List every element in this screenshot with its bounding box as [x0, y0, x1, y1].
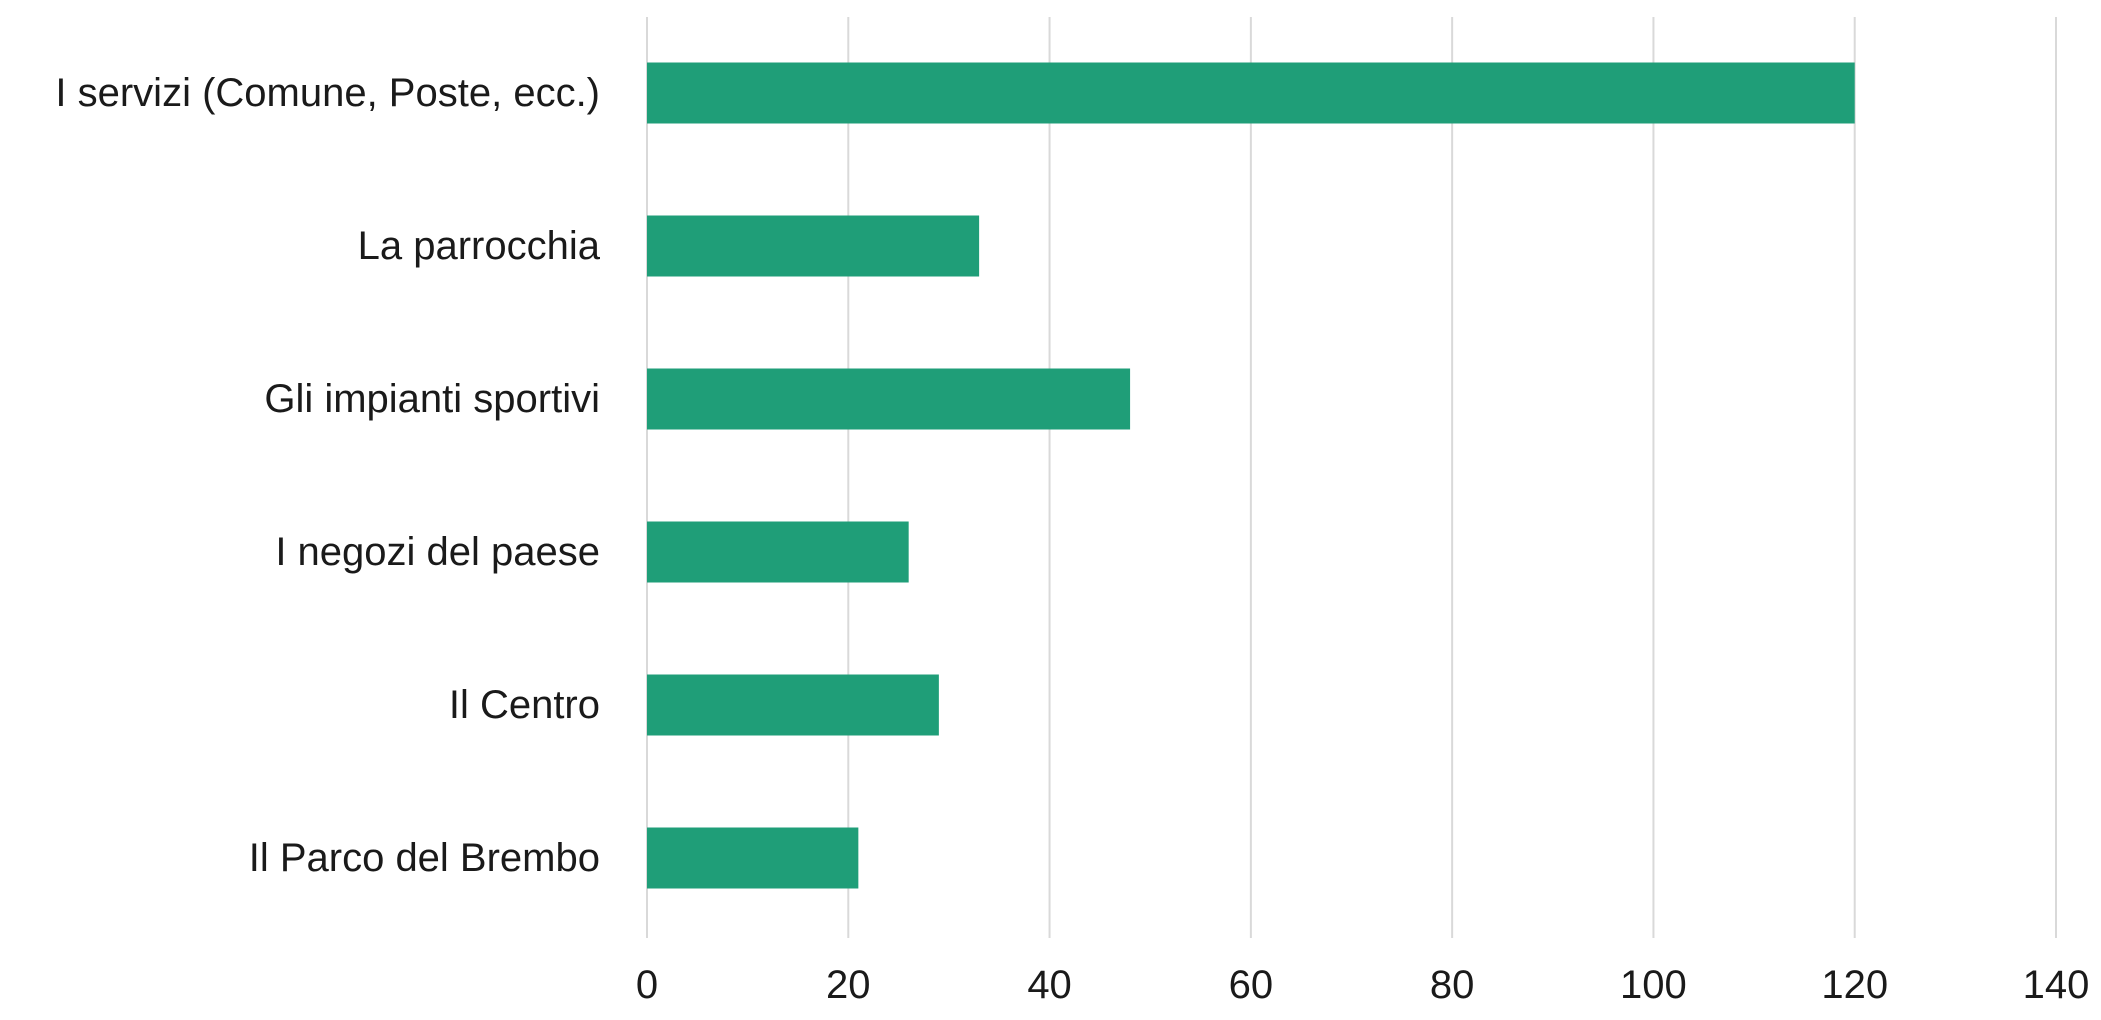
x-tick-label: 100	[1620, 963, 1687, 1007]
bar	[647, 215, 980, 277]
x-tick-label: 140	[2023, 963, 2090, 1007]
category-label: I servizi (Comune, Poste, ecc.)	[55, 71, 600, 115]
x-tick-label: 0	[636, 963, 658, 1007]
x-tick-label: 120	[1821, 963, 1888, 1007]
gridlines	[646, 17, 2057, 938]
bar	[647, 521, 909, 583]
category-label: Gli impianti sportivi	[264, 377, 600, 421]
category-label: La parrocchia	[358, 224, 601, 268]
x-tick-label: 40	[1027, 963, 1072, 1007]
category-label: I negozi del paese	[275, 530, 600, 574]
bar	[647, 62, 1855, 124]
x-tick-label: 20	[826, 963, 871, 1007]
bar	[647, 368, 1131, 430]
category-labels: I servizi (Comune, Poste, ecc.) La parroc…	[55, 71, 600, 880]
x-tick-label: 80	[1430, 963, 1475, 1007]
x-axis-tick-labels: 0 20 40 60 80 100 120 140	[636, 963, 2090, 1007]
category-label: Il Centro	[449, 683, 600, 727]
bar	[647, 674, 939, 736]
bars	[647, 62, 1855, 889]
bar	[647, 827, 859, 889]
category-label: Il Parco del Brembo	[249, 836, 600, 880]
x-tick-label: 60	[1229, 963, 1274, 1007]
